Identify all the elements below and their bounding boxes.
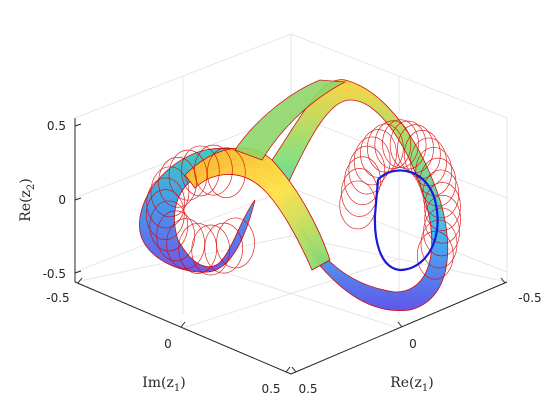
- mesh-ring: [206, 147, 246, 199]
- mesh-ring: [424, 182, 461, 231]
- z-tick-label: 0: [58, 193, 66, 207]
- y-tick-label: -0.5: [46, 291, 69, 305]
- mesh-ring: [339, 180, 377, 230]
- mesh-ring: [424, 194, 462, 244]
- mesh-ring: [360, 129, 397, 178]
- mesh-ring: [367, 123, 404, 173]
- z-axis-label: Re(z2): [18, 178, 37, 222]
- x-tick-mark: [291, 366, 297, 373]
- mesh-ring: [389, 120, 427, 170]
- x-tick-label: -0.5: [518, 291, 541, 305]
- mesh-ring: [145, 189, 185, 240]
- mesh-ring: [344, 156, 381, 206]
- x-axis-label: Re(z1): [390, 375, 434, 394]
- mesh-ring: [150, 166, 190, 218]
- mesh-ring: [149, 200, 189, 252]
- x-tick-label: 0: [409, 337, 417, 351]
- mesh-ring: [419, 157, 457, 207]
- y-tick-mark: [285, 366, 291, 373]
- mesh-ring: [166, 218, 205, 269]
- mesh-ring: [397, 124, 434, 173]
- x-axis-line: [290, 281, 508, 375]
- mesh-ring: [146, 177, 186, 229]
- y-axis-label: Im(z1): [142, 375, 186, 394]
- mesh-ring: [353, 136, 391, 186]
- grid-line: [182, 258, 400, 329]
- y-axis-line: [74, 281, 292, 375]
- x-tick-mark: [397, 321, 403, 328]
- mesh-ring: [191, 224, 231, 276]
- y-tick-mark: [77, 277, 83, 284]
- mesh-ring: [348, 145, 386, 195]
- mesh-ring: [374, 120, 412, 170]
- mesh-ring: [216, 217, 255, 269]
- z-tick-mark: [74, 270, 82, 274]
- y-tick-label: 0.5: [261, 382, 280, 396]
- x-tick-mark: [500, 277, 506, 284]
- knot-surface: [139, 79, 462, 312]
- mesh-ring: [416, 230, 454, 280]
- grid-lines: [74, 33, 508, 329]
- tube-segment-upper: [234, 79, 347, 161]
- z-tick-label: -0.5: [43, 267, 66, 281]
- highlight-curve: [373, 169, 439, 272]
- mesh-ring: [423, 207, 460, 257]
- x-tick-label: 0.5: [298, 382, 317, 396]
- z-tick-mark: [74, 197, 82, 201]
- y-tick-label: 0: [164, 337, 172, 351]
- tick-labels: 0.5 0 -0.5 -0.5 0 0.5 0.5 0 -0.5: [43, 119, 542, 396]
- y-tick-mark: [180, 321, 186, 328]
- mesh-ring: [422, 169, 460, 219]
- mesh-ring: [180, 145, 220, 197]
- axes: [74, 118, 508, 375]
- z-tick-label: 0.5: [47, 119, 66, 133]
- mesh-ring: [382, 119, 419, 169]
- z-tick-mark: [74, 123, 82, 127]
- mesh-ring: [158, 156, 197, 208]
- tube-segment-crossing: [184, 147, 331, 271]
